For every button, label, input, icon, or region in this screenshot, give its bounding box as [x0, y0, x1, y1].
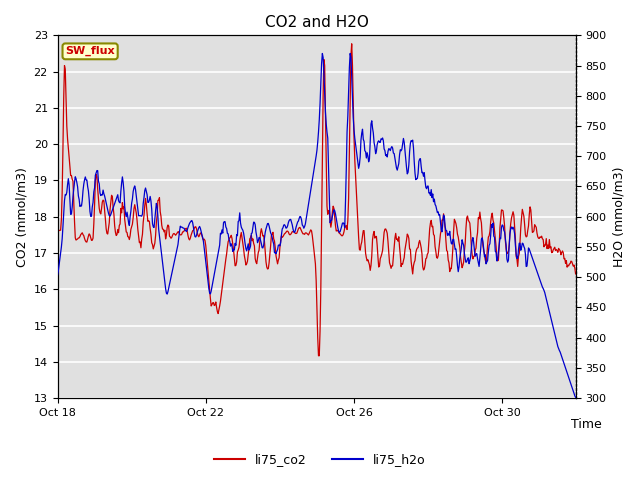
Y-axis label: CO2 (mmol/m3): CO2 (mmol/m3) — [15, 167, 28, 267]
Y-axis label: H2O (mmol/m3): H2O (mmol/m3) — [612, 167, 625, 267]
X-axis label: Time: Time — [571, 418, 602, 431]
Title: CO2 and H2O: CO2 and H2O — [264, 15, 369, 30]
Text: SW_flux: SW_flux — [65, 46, 115, 57]
Legend: li75_co2, li75_h2o: li75_co2, li75_h2o — [209, 448, 431, 471]
